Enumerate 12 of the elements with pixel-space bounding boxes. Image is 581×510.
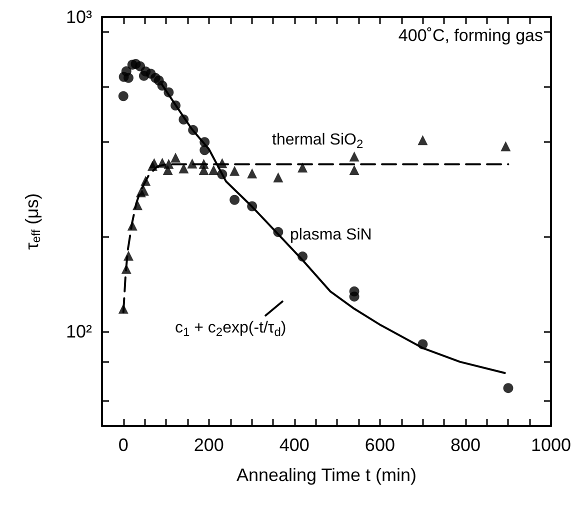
x-tick-label: 600 bbox=[364, 435, 395, 455]
x-axis-title: Annealing Time t (min) bbox=[236, 465, 417, 485]
x-tick-label: 200 bbox=[194, 435, 224, 455]
y-tick-label: 10² bbox=[66, 321, 92, 342]
x-tick-label: 400 bbox=[279, 435, 310, 455]
x-tick-label: 1000 bbox=[530, 435, 572, 455]
annotation: 400˚C, forming gas bbox=[398, 26, 544, 45]
annotation: plasma SiN bbox=[290, 226, 372, 244]
y-tick-label: 10³ bbox=[66, 7, 92, 27]
x-tick-label: 800 bbox=[450, 435, 480, 455]
y-axis-title: τeff (μs) bbox=[22, 193, 43, 250]
x-tick-label: 0 bbox=[118, 435, 128, 455]
